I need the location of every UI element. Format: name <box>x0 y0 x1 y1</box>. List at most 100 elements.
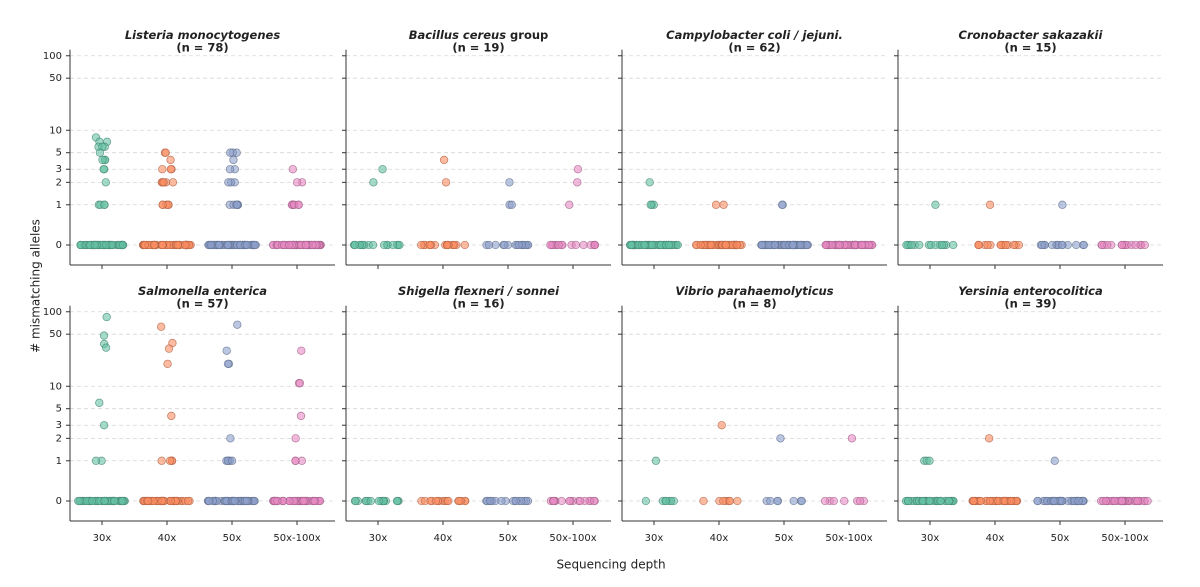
title-suffix: group <box>510 28 548 42</box>
y-tick-label: 100 <box>43 307 62 318</box>
data-point <box>835 240 844 250</box>
data-point <box>847 434 857 443</box>
y-tick-label: 1 <box>56 456 62 467</box>
data-point <box>661 496 671 506</box>
data-point <box>110 496 119 506</box>
species-name: Vibrio parahaemolyticus <box>675 284 833 298</box>
data-point <box>90 240 99 250</box>
data-point <box>486 496 495 506</box>
data-point <box>1001 240 1010 250</box>
panel-title: Salmonella enterica <box>138 284 267 298</box>
data-point <box>1143 496 1152 506</box>
data-point <box>295 379 305 388</box>
data-point <box>719 200 728 209</box>
data-point <box>417 240 426 250</box>
data-point <box>789 496 798 506</box>
x-tick-label: 50x <box>1051 533 1070 544</box>
data-point <box>985 200 995 209</box>
y-tick-label: 5 <box>56 148 62 159</box>
panel-subtitle: (n = 16) <box>452 297 504 311</box>
data-point <box>310 496 319 506</box>
y-tick-label: 10 <box>49 381 62 392</box>
data-point <box>511 496 520 506</box>
data-point <box>936 496 945 506</box>
y-tick-label: 0 <box>56 240 62 251</box>
data-point <box>301 240 310 250</box>
x-tick-label: 50x-100x <box>549 533 596 544</box>
data-point <box>296 411 306 421</box>
data-point <box>101 343 111 352</box>
panel: Salmonella enterica(n = 57) 0 1 2 3 5 10 50 100 3… <box>43 284 335 544</box>
y-axis-label: # mismatching alleles <box>29 219 43 353</box>
data-point <box>223 240 233 250</box>
data-point <box>102 312 111 322</box>
data-point <box>497 496 506 506</box>
data-point <box>664 240 674 250</box>
panel: Bacillus cereus group (n = 19) <box>342 28 611 269</box>
panel-subtitle: (n = 19) <box>452 41 504 55</box>
species-name: Yersinia enterocolitica <box>958 284 1103 298</box>
data-point <box>99 421 109 430</box>
data-point <box>925 496 934 506</box>
data-point <box>1133 496 1142 506</box>
panel-title: Yersinia enterocolitica <box>958 284 1103 298</box>
data-point <box>150 240 159 250</box>
data-point <box>140 240 149 250</box>
data-point <box>99 165 108 174</box>
data-point <box>233 320 242 329</box>
y-tick-label: 1 <box>56 200 62 211</box>
data-point <box>166 496 175 506</box>
data-point <box>776 434 785 443</box>
data-point <box>230 496 240 506</box>
data-point <box>1079 240 1088 250</box>
data-point <box>118 240 128 250</box>
data-point <box>788 240 797 250</box>
panel-title: Cronobacter sakazakii <box>959 28 1104 42</box>
data-point <box>645 178 654 187</box>
x-tick-label: 40x <box>710 533 729 544</box>
data-point <box>590 240 600 250</box>
data-point <box>507 200 516 209</box>
species-name: Cronobacter sakazakii <box>959 28 1104 42</box>
data-point <box>554 240 563 250</box>
data-point <box>904 496 913 506</box>
data-point <box>1140 240 1149 250</box>
data-point <box>291 456 300 465</box>
data-point <box>829 496 838 506</box>
data-point <box>158 200 167 209</box>
data-point <box>646 200 655 209</box>
data-point <box>931 200 940 209</box>
data-point <box>579 240 588 250</box>
data-point <box>374 496 383 506</box>
data-point <box>223 359 233 368</box>
data-point <box>1050 496 1059 506</box>
data-point <box>1057 496 1066 506</box>
data-point <box>1117 240 1127 250</box>
y-tick-label: 3 <box>56 164 62 175</box>
data-point <box>778 200 787 209</box>
data-point <box>101 178 110 187</box>
data-point <box>166 165 175 174</box>
y-tick-label: 50 <box>49 329 62 340</box>
data-point <box>925 456 934 465</box>
data-point <box>641 496 651 506</box>
x-tick-label: 50x <box>223 533 242 544</box>
data-point <box>431 496 441 506</box>
data-point <box>549 496 558 506</box>
y-tick-label: 3 <box>56 420 62 431</box>
panel-title: Vibrio parahaemolyticus <box>675 284 833 298</box>
panel: Cronobacter sakazakii(n = 15) <box>894 28 1163 269</box>
panel-title: Bacillus cereus group <box>409 28 549 42</box>
data-point <box>227 456 237 465</box>
data-point <box>167 411 176 421</box>
data-point <box>944 496 953 506</box>
data-point <box>75 496 84 506</box>
panel: Vibrio parahaemolyticus(n = 8) 30x 40x 50x 5… <box>618 284 887 544</box>
data-point <box>285 240 294 250</box>
data-point <box>856 496 865 506</box>
x-tick-label: 50x <box>775 533 794 544</box>
data-point <box>224 178 233 187</box>
data-point <box>915 240 924 250</box>
data-point <box>565 496 574 506</box>
data-point <box>1057 240 1067 250</box>
